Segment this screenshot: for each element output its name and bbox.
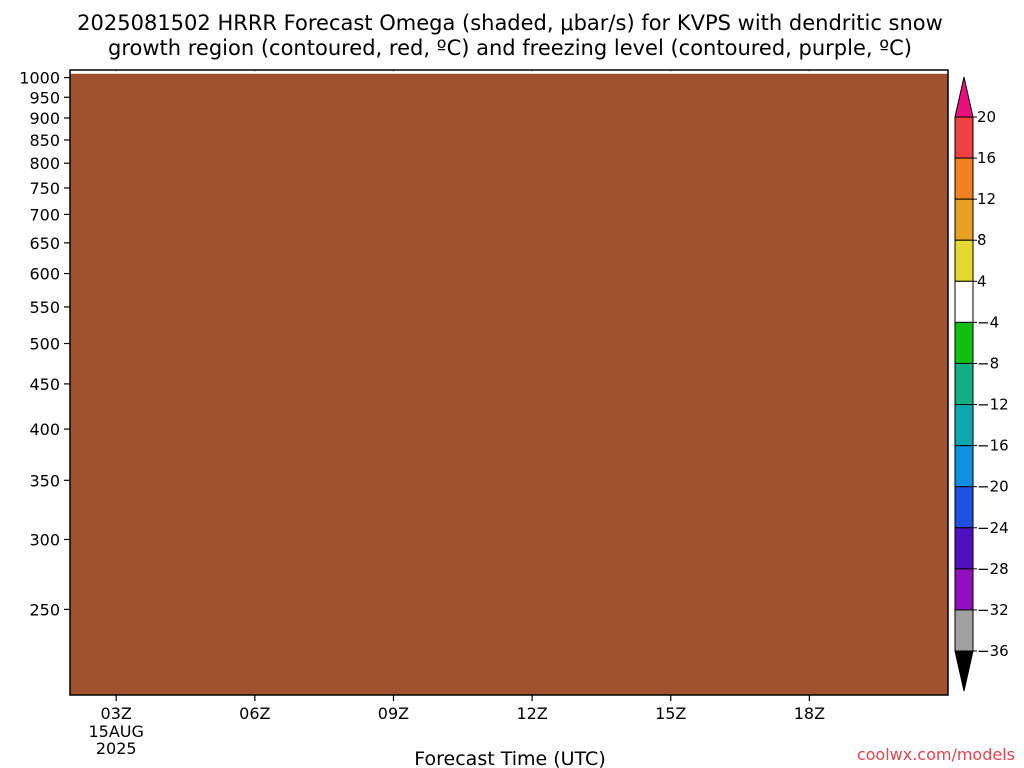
x-date-label: 15AUG bbox=[88, 722, 143, 741]
x-tick-label: 09Z bbox=[378, 704, 409, 723]
colorbar-tick-label: −16 bbox=[977, 437, 1009, 455]
plot-frame bbox=[69, 69, 949, 696]
colorbar-tick-label: −24 bbox=[977, 519, 1009, 537]
y-tick-label: 300 bbox=[29, 530, 60, 549]
y-tick-label: 450 bbox=[29, 375, 60, 394]
colorbar-bin bbox=[954, 404, 974, 447]
colorbar-bin bbox=[954, 527, 974, 570]
colorbar-bin bbox=[954, 486, 974, 529]
x-tick-label: 15Z bbox=[655, 704, 686, 723]
colorbar-bin bbox=[954, 280, 974, 323]
chart-title: 2025081502 HRRR Forecast Omega (shaded, … bbox=[77, 11, 943, 35]
y-tick-label: 400 bbox=[29, 420, 60, 439]
colorbar-tick-label: −20 bbox=[977, 478, 1009, 496]
y-tick-label: 500 bbox=[29, 334, 60, 353]
y-tick-label: 700 bbox=[29, 205, 60, 224]
colorbar-tick-label: 8 bbox=[977, 231, 987, 249]
colorbar-bin bbox=[954, 157, 974, 200]
y-tick-label: 650 bbox=[29, 234, 60, 253]
x-axis-label: Forecast Time (UTC) bbox=[414, 748, 605, 768]
colorbar-bin bbox=[954, 239, 974, 282]
y-tick-label: 900 bbox=[29, 109, 60, 128]
colorbar-tick-label: −36 bbox=[977, 642, 1009, 660]
y-axis: 250 300 350 400 450 500 550 600 650 700 750 800 850 9… bbox=[19, 69, 70, 619]
colorbar-tick-label: −8 bbox=[977, 354, 999, 372]
y-tick-label: 950 bbox=[29, 88, 60, 107]
y-tick-label: 750 bbox=[29, 179, 60, 198]
colorbar-bin bbox=[954, 445, 974, 488]
y-tick-label: 850 bbox=[29, 131, 60, 150]
colorbar-bin bbox=[954, 198, 974, 241]
colorbar-tick-label: 16 bbox=[977, 149, 996, 167]
colorbar-tick-label: −12 bbox=[977, 396, 1009, 414]
colorbar-top-arrow bbox=[954, 76, 974, 118]
colorbar-tick-label: −4 bbox=[977, 313, 999, 331]
colorbar-tick-label: 4 bbox=[977, 272, 987, 290]
y-tick-label: 600 bbox=[29, 265, 60, 284]
x-tick-label: 06Z bbox=[239, 704, 270, 723]
terrain-fill bbox=[70, 73, 948, 695]
colorbar-tick-label: −32 bbox=[977, 601, 1009, 619]
y-tick-label: 350 bbox=[29, 471, 60, 490]
credit-link[interactable]: coolwx.com/models bbox=[857, 745, 1015, 764]
colorbar-bin bbox=[954, 362, 974, 406]
colorbar-bottom-arrow bbox=[954, 650, 974, 692]
colorbar-bin bbox=[954, 609, 974, 652]
colorbar: 20 16 12 8 4 −4 −8 −12 −16 −20 −24 −28 −32 −36 bbox=[954, 76, 1009, 692]
x-tick-label: 18Z bbox=[794, 704, 825, 723]
x-tick-label: 03Z bbox=[101, 704, 132, 723]
x-tick-label: 12Z bbox=[516, 704, 547, 723]
terrain bbox=[70, 73, 948, 695]
colorbar-bin bbox=[954, 116, 974, 159]
y-tick-label: 550 bbox=[29, 298, 60, 317]
y-tick-label: 800 bbox=[29, 154, 60, 173]
colorbar-tick-label: 12 bbox=[977, 190, 996, 208]
colorbar-bin bbox=[954, 568, 974, 611]
colorbar-tick-label: 20 bbox=[977, 108, 996, 126]
colorbar-tick-label: −28 bbox=[977, 560, 1009, 578]
x-date-label: 2025 bbox=[96, 739, 137, 758]
y-tick-label: 250 bbox=[29, 600, 60, 619]
y-tick-label: 1000 bbox=[19, 69, 60, 88]
chart-subtitle: growth region (contoured, red, ºC) and f… bbox=[108, 36, 912, 60]
colorbar-bin bbox=[954, 321, 974, 364]
